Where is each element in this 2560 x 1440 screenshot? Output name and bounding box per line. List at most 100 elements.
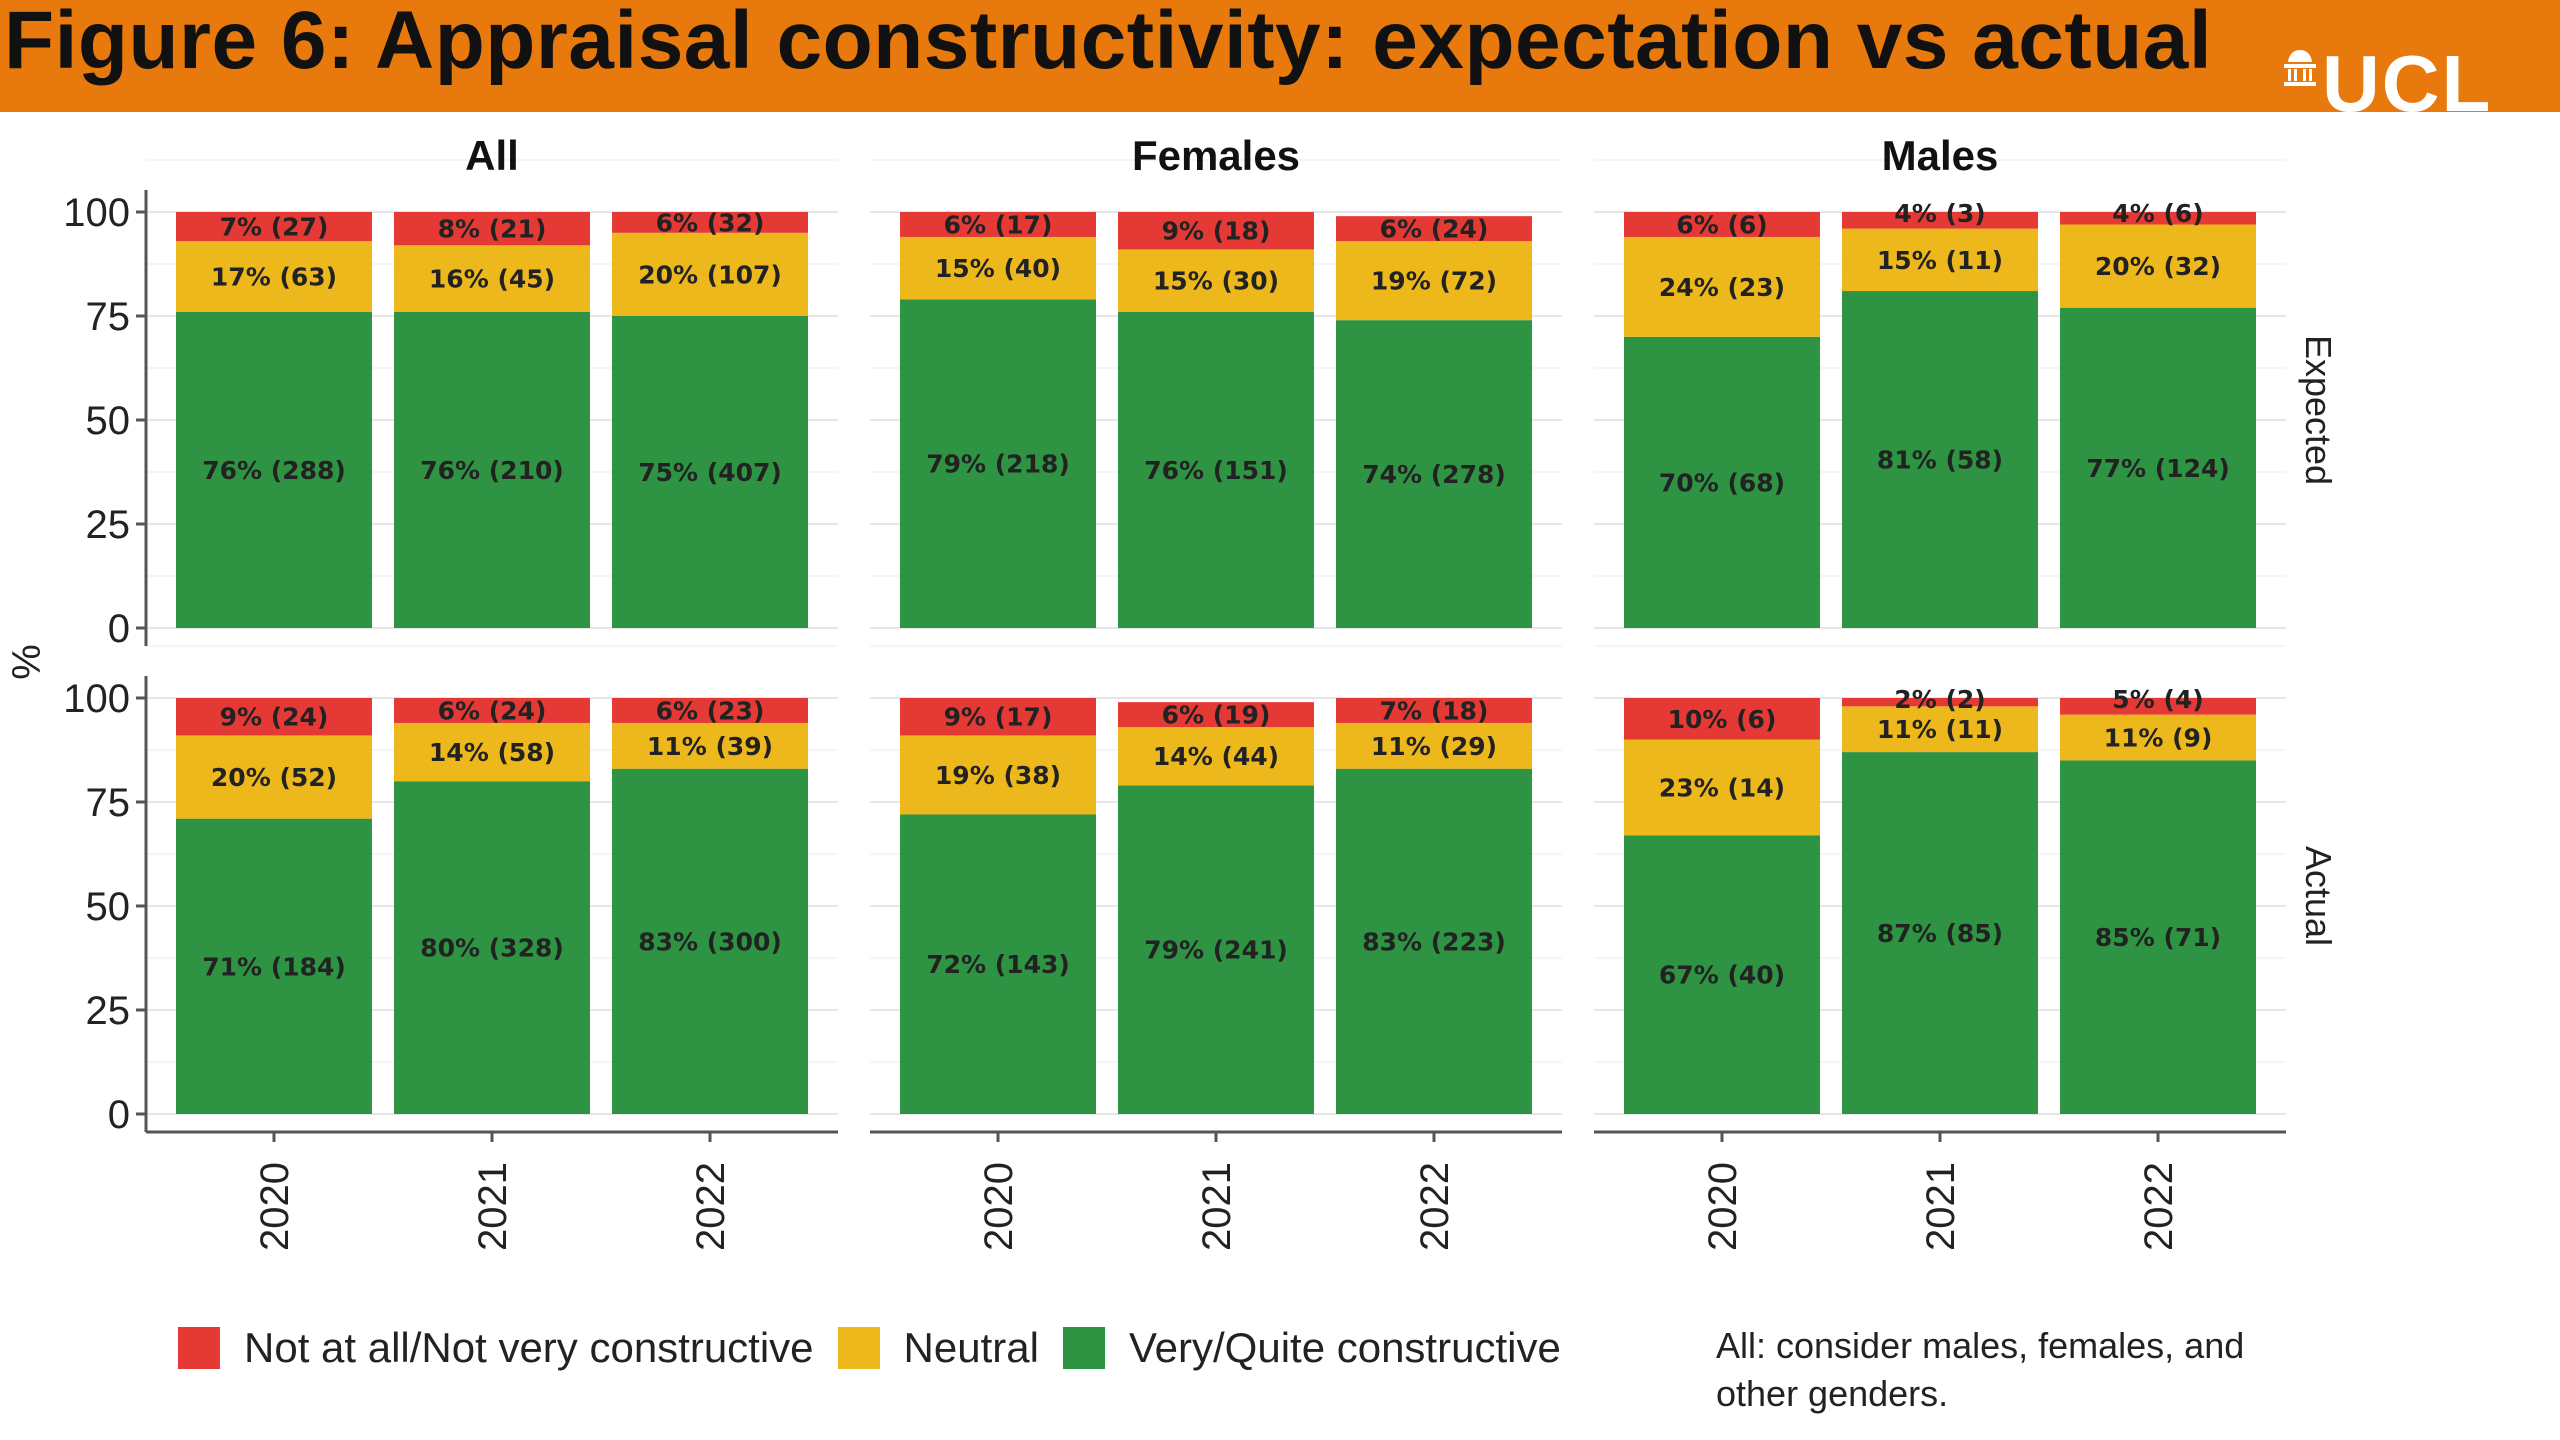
bar-segment bbox=[176, 818, 372, 1114]
y-tick-label: 50 bbox=[86, 399, 131, 443]
data-label: 23% (14) bbox=[1659, 773, 1785, 802]
data-label: 14% (44) bbox=[1153, 742, 1279, 771]
ucl-logo: UCL bbox=[2280, 39, 2530, 128]
row-strip-label: Actual bbox=[2298, 846, 2339, 946]
legend-item-not-constructive: Not at all/Not very constructive bbox=[178, 1324, 814, 1372]
data-label: 24% (23) bbox=[1659, 273, 1785, 302]
bar-segment bbox=[176, 698, 372, 736]
data-label: 6% (24) bbox=[438, 696, 547, 725]
data-label: 76% (151) bbox=[1144, 456, 1288, 485]
data-label: 70% (68) bbox=[1659, 468, 1785, 497]
bar-segment bbox=[1842, 291, 2038, 628]
x-tick-label: 2021 bbox=[1919, 1162, 1963, 1251]
data-label: 81% (58) bbox=[1877, 446, 2003, 475]
logo-text: UCL bbox=[2322, 39, 2493, 128]
data-label: 11% (11) bbox=[1877, 715, 2003, 744]
bar-segment bbox=[1624, 336, 1820, 628]
y-tick-label: 0 bbox=[108, 1093, 130, 1137]
bar-segment bbox=[176, 735, 372, 819]
data-label: 71% (184) bbox=[202, 952, 346, 981]
data-label: 6% (19) bbox=[1162, 701, 1271, 730]
bar-segment bbox=[1118, 727, 1314, 786]
facet-title: Females bbox=[1132, 132, 1300, 179]
bar-segment bbox=[1842, 228, 2038, 292]
data-label: 79% (241) bbox=[1144, 936, 1288, 965]
data-label: 7% (27) bbox=[220, 213, 329, 242]
bar-segment bbox=[394, 212, 590, 246]
data-label: 80% (328) bbox=[420, 934, 564, 963]
bar-segment bbox=[1624, 212, 1820, 237]
data-label: 19% (38) bbox=[935, 761, 1061, 790]
bar-segment bbox=[1842, 706, 2038, 753]
data-label: 16% (45) bbox=[429, 265, 555, 294]
bar-segment bbox=[1336, 698, 1532, 723]
data-label: 15% (11) bbox=[1877, 246, 2003, 275]
bar-segment bbox=[1336, 320, 1532, 628]
bar-segment bbox=[1624, 698, 1820, 740]
data-label: 19% (72) bbox=[1371, 267, 1497, 296]
data-label: 79% (218) bbox=[926, 450, 1070, 479]
data-label: 83% (300) bbox=[638, 927, 782, 956]
x-tick-label: 2020 bbox=[1701, 1162, 1745, 1251]
y-tick-label: 25 bbox=[86, 989, 131, 1033]
bar-segment bbox=[612, 316, 808, 628]
data-label: 67% (40) bbox=[1659, 961, 1785, 990]
bar-segment bbox=[900, 814, 1096, 1114]
bar-segment bbox=[900, 698, 1096, 736]
bar-segment bbox=[1118, 785, 1314, 1114]
bar-segment bbox=[1842, 212, 2038, 229]
y-tick-label: 50 bbox=[86, 885, 131, 929]
x-tick-label: 2020 bbox=[977, 1162, 1021, 1251]
bar-segment bbox=[612, 698, 808, 723]
legend-label: Not at all/Not very constructive bbox=[244, 1324, 814, 1371]
data-label: 7% (18) bbox=[1380, 696, 1489, 725]
legend-label: Neutral bbox=[903, 1324, 1039, 1371]
y-axis-label: % bbox=[5, 644, 49, 680]
data-label: 9% (17) bbox=[944, 703, 1053, 732]
bar-segment bbox=[1118, 212, 1314, 250]
data-label: 76% (210) bbox=[420, 456, 564, 485]
legend-item-neutral: Neutral bbox=[837, 1324, 1039, 1372]
bar-segment bbox=[2060, 212, 2256, 225]
chart-note: All: consider males, females, and other … bbox=[1716, 1325, 2245, 1414]
bar-segment bbox=[900, 212, 1096, 237]
y-tick-label: 100 bbox=[63, 191, 130, 235]
y-tick-label: 0 bbox=[108, 607, 130, 651]
bar-segment bbox=[612, 722, 808, 769]
data-label: 15% (40) bbox=[935, 254, 1061, 283]
legend-label: Very/Quite constructive bbox=[1128, 1324, 1561, 1371]
data-label: 11% (29) bbox=[1371, 732, 1497, 761]
legend-item-constructive: Very/Quite constructive bbox=[1062, 1324, 1561, 1372]
data-label: 15% (30) bbox=[1153, 267, 1279, 296]
bar-segment bbox=[2060, 307, 2256, 628]
data-label: 6% (6) bbox=[1676, 210, 1767, 239]
data-label: 87% (85) bbox=[1877, 919, 2003, 948]
bar-segment bbox=[1336, 216, 1532, 242]
bar-segment bbox=[394, 722, 590, 782]
x-tick-label: 2021 bbox=[471, 1162, 515, 1251]
bar-segment bbox=[1118, 249, 1314, 312]
bar-segment bbox=[2060, 714, 2256, 761]
x-tick-label: 2022 bbox=[689, 1162, 733, 1251]
data-label: 4% (6) bbox=[2112, 199, 2203, 228]
data-label: 6% (24) bbox=[1380, 215, 1489, 244]
legend-swatch bbox=[178, 1327, 220, 1369]
data-label: 72% (143) bbox=[926, 950, 1070, 979]
bar-segment bbox=[394, 245, 590, 312]
bar-segment bbox=[2060, 760, 2256, 1114]
bar-segment bbox=[176, 311, 372, 628]
bar-segment bbox=[900, 299, 1096, 628]
y-tick-label: 75 bbox=[86, 781, 131, 825]
data-label: 2% (2) bbox=[1894, 685, 1985, 714]
data-label: 10% (6) bbox=[1668, 705, 1777, 734]
legend-swatch bbox=[1062, 1327, 1105, 1369]
data-label: 6% (23) bbox=[656, 696, 765, 725]
bar-segment bbox=[1336, 768, 1532, 1114]
data-label: 83% (223) bbox=[1362, 927, 1506, 956]
data-label: 6% (17) bbox=[944, 210, 1053, 239]
title-banner: Figure 6: Appraisal constructivity: expe… bbox=[0, 0, 2560, 128]
data-label: 11% (9) bbox=[2104, 724, 2213, 753]
data-label: 77% (124) bbox=[2086, 454, 2230, 483]
bar-segment bbox=[394, 698, 590, 723]
data-label: 20% (107) bbox=[638, 260, 782, 289]
